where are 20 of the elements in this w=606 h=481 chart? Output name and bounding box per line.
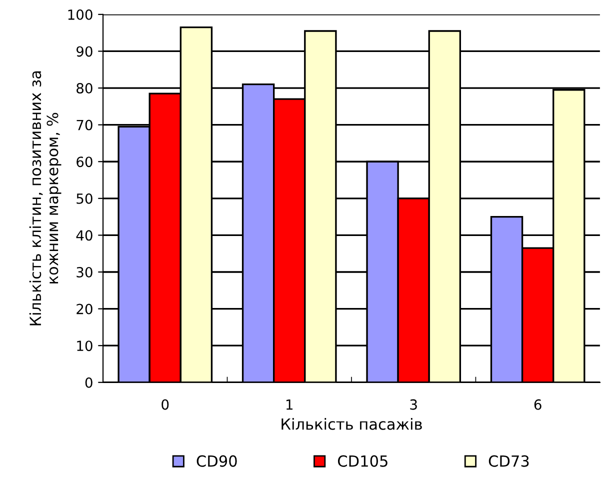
y-tick-label: 0 (85, 377, 92, 388)
y-tick-label: 100 (68, 9, 92, 20)
y-tick-label: 70 (76, 120, 92, 130)
y-tick-label: 20 (76, 304, 92, 314)
y-tick-label: 80 (76, 82, 92, 94)
y-tick-label: 40 (76, 230, 92, 241)
x-tick-label: 0 (162, 399, 169, 410)
y-tick-label: 30 (76, 266, 92, 278)
x-tick-label: 6 (534, 399, 542, 410)
y-axis-title: Кількість клітин, позитивних за кожним маркером, % (29, 71, 62, 326)
legend-label: CD73 (488, 455, 529, 467)
y-tick-label: 50 (76, 193, 92, 204)
x-tick-label: 3 (410, 399, 417, 410)
legend-label: CD105 (338, 455, 388, 467)
y-tick-label: 90 (76, 46, 92, 57)
x-axis-title: Кількість пасажів (282, 418, 422, 430)
y-tick-label: 10 (77, 340, 92, 352)
y-tick-label: 60 (76, 156, 92, 168)
legend-label: CD90 (196, 455, 237, 467)
x-tick-label: 1 (286, 399, 292, 410)
